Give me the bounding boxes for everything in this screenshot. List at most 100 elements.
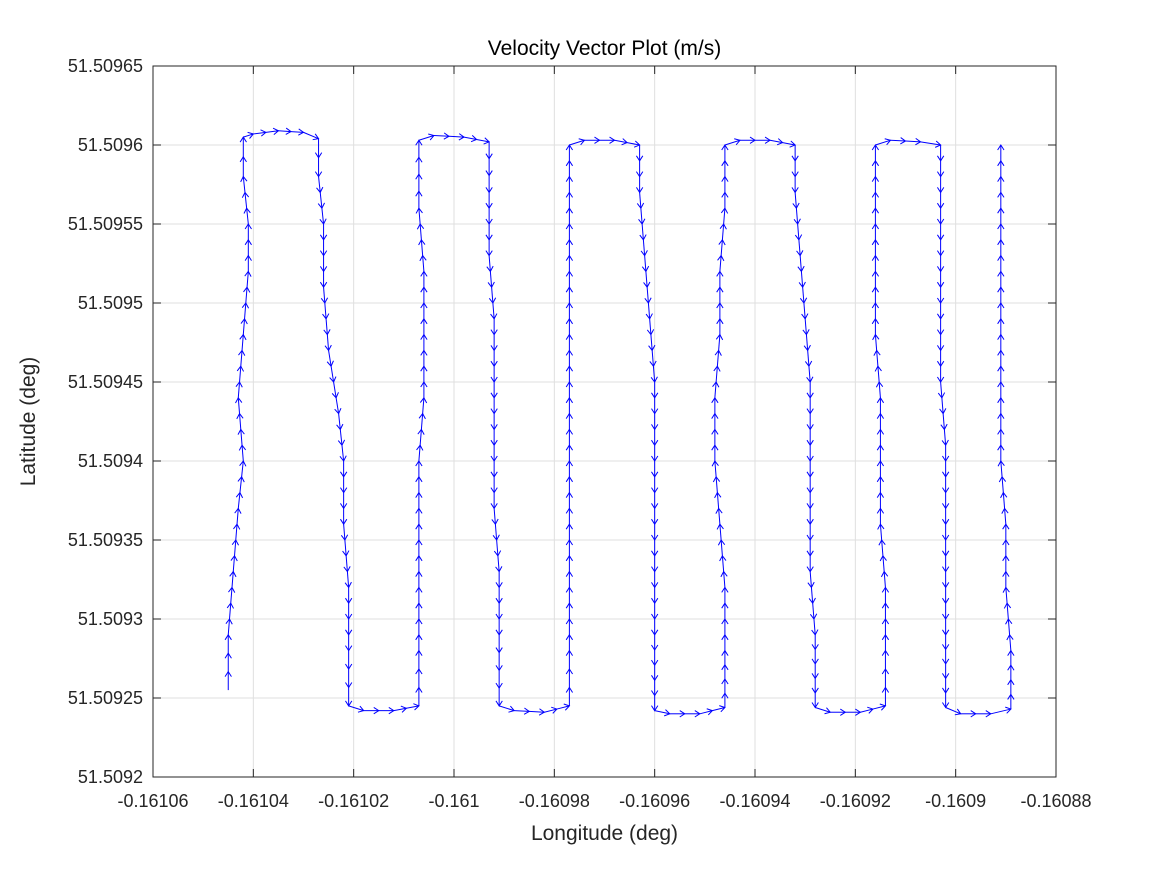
vector-shaft bbox=[328, 350, 332, 367]
vector-shaft bbox=[810, 587, 814, 604]
vector-shaft bbox=[805, 334, 809, 351]
vector-shaft bbox=[641, 223, 644, 240]
vector-shaft bbox=[324, 302, 327, 319]
velocity-vector bbox=[997, 144, 1005, 161]
y-tick-label: 51.5092 bbox=[78, 767, 143, 787]
vector-shaft bbox=[303, 131, 319, 140]
vector-shaft bbox=[239, 476, 243, 493]
vector-shaft bbox=[714, 381, 717, 398]
y-tick-label: 51.5093 bbox=[78, 609, 143, 629]
vector-shaft bbox=[720, 239, 723, 256]
vector-shaft bbox=[330, 366, 335, 383]
vector-shaft bbox=[448, 135, 465, 138]
x-tick-label: -0.16094 bbox=[719, 791, 790, 811]
vector-shaft bbox=[418, 208, 421, 225]
vector-shaft bbox=[942, 413, 945, 430]
vector-shaft bbox=[652, 366, 656, 383]
vector-shaft bbox=[883, 571, 886, 588]
vector-shaft bbox=[234, 539, 237, 556]
vector-shaft bbox=[804, 318, 807, 335]
y-tick-label: 51.5096 bbox=[78, 135, 143, 155]
plot-background bbox=[153, 66, 1056, 777]
vector-shaft bbox=[940, 381, 943, 398]
x-tick-label: -0.1609 bbox=[925, 791, 986, 811]
vector-shaft bbox=[718, 508, 721, 525]
vector-shaft bbox=[639, 192, 642, 209]
vector-shaft bbox=[797, 223, 800, 240]
vector-shaft bbox=[813, 618, 816, 635]
y-tick-label: 51.50935 bbox=[68, 530, 143, 550]
vector-shaft bbox=[333, 381, 337, 398]
x-tick-labels: -0.16106 -0.16104 -0.16102 -0.161 -0.16098 -0… bbox=[117, 791, 1091, 811]
vector-shaft bbox=[230, 587, 233, 604]
vector-shaft bbox=[240, 429, 243, 446]
vector-shaft bbox=[798, 239, 801, 256]
vector-shaft bbox=[699, 710, 713, 715]
vector-shaft bbox=[338, 413, 341, 430]
y-tick-labels: 51.5092 51.50925 51.5093 51.50935 51.5094 51.… bbox=[68, 56, 143, 787]
vector-shaft bbox=[335, 397, 340, 414]
vector-shaft bbox=[808, 366, 811, 383]
vector-shaft bbox=[514, 710, 530, 712]
vector-shaft bbox=[420, 413, 424, 430]
vector-shaft bbox=[1001, 476, 1004, 493]
vector-shaft bbox=[945, 707, 961, 715]
vector-shaft bbox=[488, 255, 491, 272]
vector-shaft bbox=[343, 524, 346, 541]
vector-shaft bbox=[239, 413, 242, 430]
vector-shaft bbox=[241, 460, 244, 477]
vector-shaft bbox=[498, 705, 515, 712]
vector-shaft bbox=[803, 302, 806, 319]
vector-shaft bbox=[782, 142, 796, 146]
vector-shaft bbox=[881, 539, 884, 556]
y-tick-label: 51.50925 bbox=[68, 688, 143, 708]
vector-shaft bbox=[290, 131, 304, 133]
vector-shaft bbox=[712, 706, 726, 712]
vector-shaft bbox=[809, 571, 812, 588]
vector-shaft bbox=[644, 255, 647, 272]
vector-shaft bbox=[1006, 603, 1009, 620]
vector-shaft bbox=[236, 508, 239, 525]
vector-shaft bbox=[419, 429, 422, 446]
x-tick-label: -0.16092 bbox=[820, 791, 891, 811]
y-tick-label: 51.50945 bbox=[68, 372, 143, 392]
vector-shaft bbox=[339, 429, 343, 446]
vector-shaft bbox=[323, 287, 326, 304]
vector-shaft bbox=[246, 208, 249, 225]
vector-shaft bbox=[497, 555, 500, 572]
vector-shaft bbox=[227, 618, 231, 635]
x-tick-label: -0.16102 bbox=[318, 791, 389, 811]
vector-shaft bbox=[815, 707, 831, 713]
vector-shaft bbox=[1004, 508, 1007, 525]
vector-shaft bbox=[237, 492, 241, 509]
vector-shaft bbox=[244, 302, 247, 319]
vector-shaft bbox=[326, 334, 330, 351]
vector-shaft bbox=[422, 397, 425, 414]
vector-shaft bbox=[344, 539, 347, 556]
vector-shaft bbox=[241, 334, 244, 351]
vector-shaft bbox=[941, 397, 944, 414]
vector-shaft bbox=[492, 302, 495, 319]
vector-shaft bbox=[626, 142, 640, 146]
vector-shaft bbox=[718, 334, 721, 351]
y-tick-label: 51.50965 bbox=[68, 56, 143, 76]
x-tick-label: -0.16096 bbox=[619, 791, 690, 811]
vector-shaft bbox=[877, 366, 880, 383]
vector-shaft bbox=[716, 492, 720, 509]
vector-shaft bbox=[651, 350, 654, 367]
y-axis-label: Latitude (deg) bbox=[17, 357, 40, 487]
vector-shaft bbox=[235, 524, 238, 541]
vector-shaft bbox=[463, 136, 477, 140]
vector-shaft bbox=[714, 460, 717, 477]
vector-shaft bbox=[418, 135, 435, 141]
vector-shaft bbox=[878, 381, 881, 398]
vector-shaft bbox=[920, 141, 941, 146]
vector-shaft bbox=[419, 223, 422, 240]
vector-shaft bbox=[716, 350, 720, 367]
vector-shaft bbox=[243, 133, 254, 138]
vector-head bbox=[997, 144, 1005, 151]
vector-shaft bbox=[812, 603, 815, 620]
vector-shaft bbox=[943, 429, 947, 446]
